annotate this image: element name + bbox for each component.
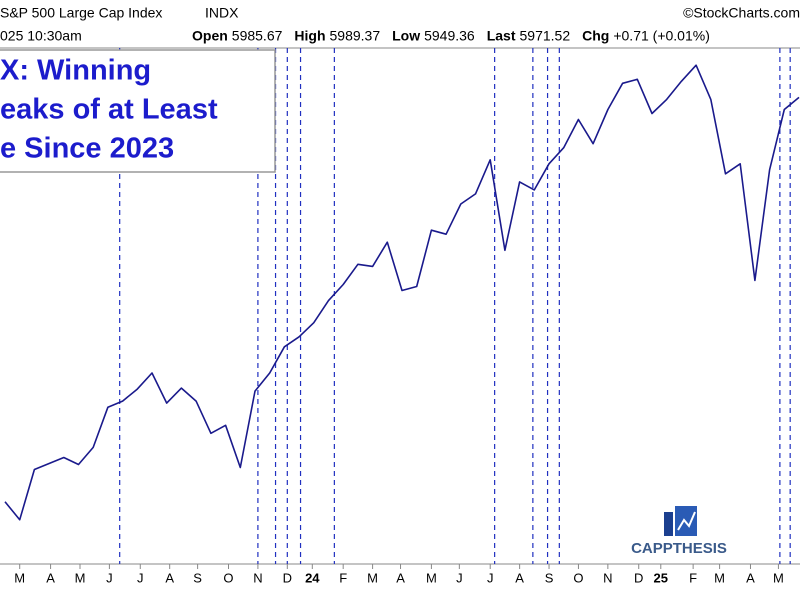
symbol: S&P 500 Large Cap Index <box>0 5 162 21</box>
x-tick-label: S <box>545 570 554 585</box>
exchange: INDX <box>205 5 239 21</box>
x-tick-label: M <box>714 570 725 585</box>
x-tick-label: 24 <box>305 570 320 585</box>
logo-icon <box>664 506 697 536</box>
x-tick-label: A <box>515 570 524 585</box>
x-tick-label: M <box>14 570 25 585</box>
quote-label: Last <box>487 28 516 44</box>
x-tick-label: D <box>283 570 292 585</box>
quote-value: 5949.36 <box>424 28 475 44</box>
time: 025 10:30am <box>0 28 82 44</box>
x-tick-label: A <box>746 570 755 585</box>
x-tick-label: A <box>165 570 174 585</box>
title-line: X: Winning <box>0 55 151 87</box>
x-tick-label: A <box>396 570 405 585</box>
quote-value: +0.71 (+0.01%) <box>613 28 710 44</box>
x-tick-label: O <box>573 570 583 585</box>
x-tick-label: 25 <box>654 570 668 585</box>
price-line <box>4 64 800 521</box>
logo: CAPPTHESIS <box>631 540 727 557</box>
x-tick-label: N <box>253 570 262 585</box>
x-tick-label: J <box>106 570 113 585</box>
x-tick-label: F <box>689 570 697 585</box>
quote-label: Low <box>392 28 420 44</box>
x-tick-label: M <box>75 570 86 585</box>
quote-label: Open <box>192 28 228 44</box>
logo-bar <box>664 512 673 536</box>
x-tick-label: M <box>367 570 378 585</box>
x-tick-label: D <box>634 570 643 585</box>
x-tick-label: S <box>193 570 202 585</box>
x-tick-label: J <box>137 570 144 585</box>
x-tick-label: J <box>456 570 463 585</box>
source: ©StockCharts.com <box>683 5 800 21</box>
title-box <box>0 49 276 173</box>
x-tick-label: N <box>603 570 612 585</box>
quote-value: 5989.37 <box>330 28 381 44</box>
x-tick-label: A <box>46 570 55 585</box>
x-tick-label: M <box>773 570 784 585</box>
x-tick-label: F <box>339 570 347 585</box>
quote-value: 5971.52 <box>520 28 571 44</box>
title-line: eaks of at Least <box>0 94 218 126</box>
x-tick-label: O <box>223 570 233 585</box>
x-tick-label: M <box>426 570 437 585</box>
title-line: e Since 2023 <box>0 133 174 165</box>
x-tick-label: J <box>487 570 494 585</box>
quote-label: High <box>294 28 325 44</box>
quote-value: 5985.67 <box>232 28 283 44</box>
quote-label: Chg <box>582 28 609 44</box>
logo-line <box>677 511 696 531</box>
